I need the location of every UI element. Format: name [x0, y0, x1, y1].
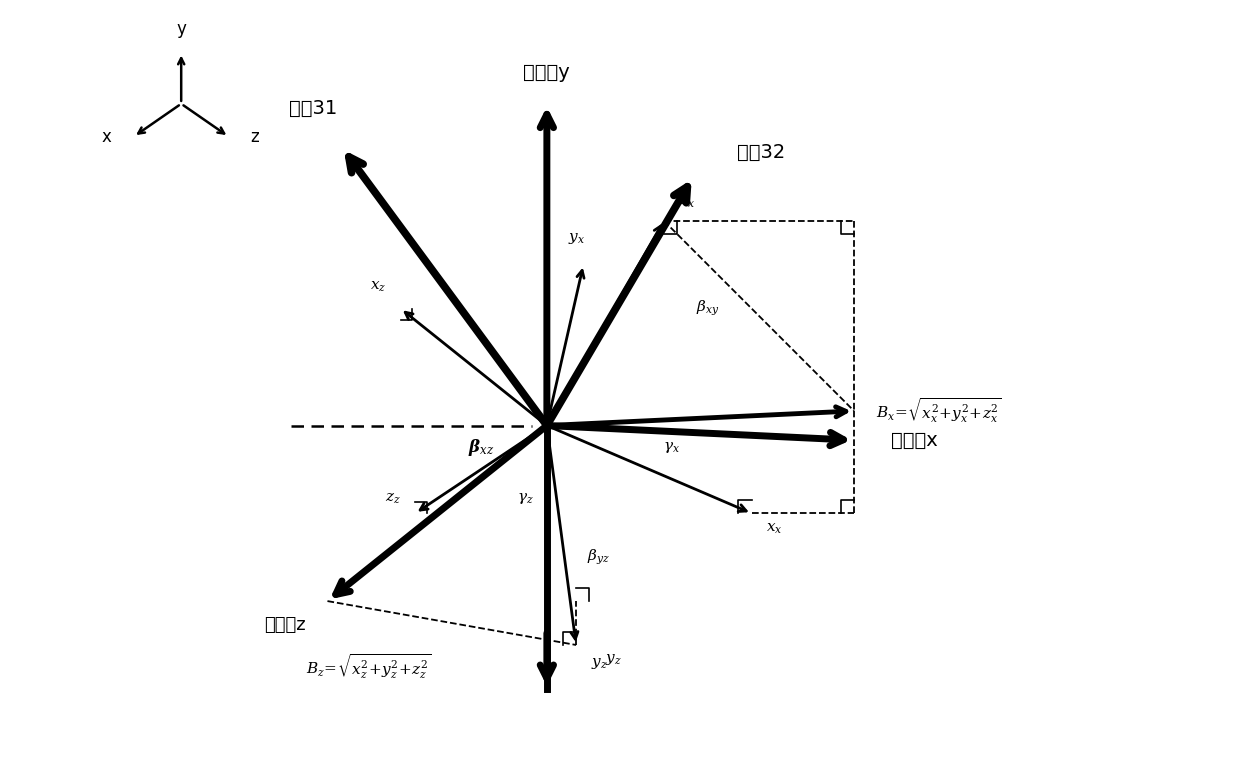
- Text: $\gamma_x$: $\gamma_x$: [662, 440, 680, 455]
- Text: $x_z$: $x_z$: [370, 279, 386, 294]
- Text: 光束31: 光束31: [289, 100, 337, 118]
- Text: $B_x\!=\!\sqrt{x_x^2\!+\!y_x^2\!+\!z_x^2}$: $B_x\!=\!\sqrt{x_x^2\!+\!y_x^2\!+\!z_x^2…: [875, 397, 1002, 426]
- Text: $z_z$: $z_z$: [384, 491, 401, 506]
- Text: x: x: [102, 128, 112, 145]
- Text: $x_x$: $x_x$: [766, 520, 782, 535]
- Text: 测量轴x: 测量轴x: [890, 431, 937, 450]
- Text: 测量轴z: 测量轴z: [264, 615, 305, 634]
- Text: z: z: [250, 128, 259, 145]
- Text: $\boldsymbol{\beta}_{xz}$: $\boldsymbol{\beta}_{xz}$: [467, 437, 495, 458]
- Text: $\beta_{yz}$: $\beta_{yz}$: [587, 548, 610, 567]
- Text: $B_z\!=\!\sqrt{x_z^2\!+\!y_z^2\!+\!z_z^2}$: $B_z\!=\!\sqrt{x_z^2\!+\!y_z^2\!+\!z_z^2…: [305, 652, 432, 681]
- Text: $\gamma_z$: $\gamma_z$: [517, 491, 533, 506]
- Text: $\beta_{xy}$: $\beta_{xy}$: [696, 299, 719, 318]
- Text: $y_z$: $y_z$: [590, 656, 608, 671]
- Text: $y_x$: $y_x$: [568, 231, 584, 247]
- Text: 测量轴y: 测量轴y: [523, 63, 570, 82]
- Text: $y_z$: $y_z$: [605, 652, 622, 668]
- Text: $z_x$: $z_x$: [678, 194, 694, 210]
- Text: 光束32: 光束32: [737, 143, 785, 163]
- Text: y: y: [176, 20, 186, 38]
